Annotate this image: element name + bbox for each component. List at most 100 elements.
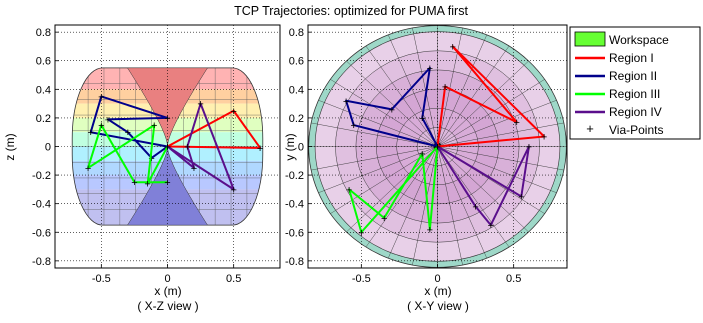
workspace-spoke <box>437 146 558 170</box>
via-point: + <box>450 41 456 53</box>
via-point: + <box>105 114 111 126</box>
workspace-spoke <box>437 146 485 253</box>
view-caption: ( X-Y view ) <box>407 299 469 313</box>
via-point: + <box>88 127 94 139</box>
legend-via-marker: + <box>586 121 594 136</box>
via-point: + <box>381 213 387 225</box>
via-point: + <box>488 220 494 232</box>
y-tick-label: 0.4 <box>36 84 51 96</box>
via-point: + <box>164 113 170 125</box>
workspace-rim <box>539 210 545 214</box>
chart-title: TCP Trajectories: optimized for PUMA fir… <box>234 4 468 18</box>
y-tick-label: 0 <box>298 142 304 154</box>
workspace-rim <box>311 168 318 171</box>
workspace-spoke <box>437 146 506 243</box>
via-point: + <box>151 120 157 132</box>
via-point: + <box>230 106 236 118</box>
via-point: + <box>125 127 131 139</box>
legend: Workspace Region I Region II Region III … <box>569 26 701 140</box>
y-tick-label: -0.8 <box>32 256 51 268</box>
via-point: + <box>541 131 547 143</box>
workspace-spoke <box>437 146 551 191</box>
via-point: + <box>144 179 150 191</box>
x-tick-label: -0.5 <box>92 273 111 285</box>
via-point: + <box>472 202 478 214</box>
workspace-spoke <box>437 146 462 260</box>
via-point: + <box>442 81 448 93</box>
workspace-rim <box>388 252 391 259</box>
via-point: + <box>427 63 433 75</box>
xy-plot: -0.5 0 0.5-0.8-0.6-0.4-0.200.20.40.60.8 ++… <box>283 24 568 313</box>
via-point: + <box>164 142 170 154</box>
via-point: + <box>518 192 524 204</box>
workspace-rim <box>311 122 318 125</box>
via-point: + <box>131 177 137 189</box>
x-tick-label: 0.5 <box>506 273 521 285</box>
trajectories: ++++++++++++++++++++++++++ <box>343 41 547 239</box>
via-point: + <box>184 142 190 154</box>
workspace-rim <box>412 27 414 34</box>
via-point: + <box>350 120 356 132</box>
workspace-rim <box>346 227 352 233</box>
series-line-region-3 <box>348 145 439 234</box>
workspace-rim <box>484 34 487 41</box>
via-point: + <box>164 177 170 189</box>
axis-ticks: -0.5 0 0.5 -0.8 -0.6 -0.4 -0.2 0 0.2 0.4 0.6 0.8 <box>285 27 521 285</box>
via-point: + <box>358 227 364 239</box>
x-axis-label: x (m) <box>154 284 181 298</box>
workspace-spoke <box>369 146 438 243</box>
y-tick-label: -0.4 <box>285 199 304 211</box>
y-tick-label: 0.6 <box>36 56 51 68</box>
workspace-spoke <box>335 82 438 147</box>
series-line-region-4 <box>436 145 530 227</box>
via-point: + <box>197 99 203 111</box>
workspace-spoke <box>317 123 438 147</box>
y-tick-label: 0.2 <box>289 113 304 125</box>
workspace-spoke <box>324 146 438 191</box>
series-line-region-2 <box>89 95 169 159</box>
trajectories: + +++++++++++++++++ +++++++ <box>85 91 263 196</box>
xz-plot: -0.5 0 0.5-0.8-0.6-0.4-0.200.20.40.60.8 + +… <box>3 24 281 313</box>
workspace-rim <box>523 227 529 233</box>
y-tick-label: 0.4 <box>289 84 304 96</box>
y-tick-label: 0.2 <box>36 113 51 125</box>
via-point: + <box>419 149 425 161</box>
workspace-spoke <box>437 82 540 147</box>
workspace-spoke <box>317 146 438 170</box>
workspace-spoke <box>437 65 525 147</box>
y-tick-label: -0.6 <box>32 227 51 239</box>
y-tick-label: 0.8 <box>36 27 51 39</box>
workspace-spoke <box>369 50 438 147</box>
workspace-spoke <box>390 40 438 147</box>
workspace-rim <box>550 190 557 193</box>
via-point: + <box>427 224 433 236</box>
via-point: + <box>419 113 425 125</box>
legend-region-3-label: Region III <box>609 87 660 101</box>
legend-region-1-label: Region I <box>609 51 654 65</box>
legend-via-label: Via-Points <box>609 123 663 137</box>
x-tick-label: 0 <box>164 273 170 285</box>
via-point: + <box>346 184 352 196</box>
y-tick-label: -0.4 <box>32 199 51 211</box>
workspace-rim <box>365 241 370 248</box>
series-line-region-1 <box>167 109 262 149</box>
y-tick-label: 0.6 <box>289 56 304 68</box>
via-point: + <box>230 184 236 196</box>
workspace-spoke <box>413 146 438 260</box>
workspace-rim <box>539 79 545 83</box>
via-point: + <box>434 142 440 154</box>
x-tick-label: 0.5 <box>226 273 241 285</box>
y-tick-label: 0 <box>45 142 51 154</box>
workspace-spoke <box>437 146 525 228</box>
via-point: + <box>148 153 154 165</box>
legend-region-2-label: Region II <box>609 69 657 83</box>
legend-region-4-label: Region IV <box>609 105 662 119</box>
workspace-rim <box>318 100 325 103</box>
via-point: + <box>434 142 440 154</box>
via-point: + <box>257 143 263 155</box>
via-point: + <box>98 120 104 132</box>
workspace-rim <box>388 34 391 41</box>
x-axis-label: x (m) <box>424 284 451 298</box>
y-tick-label: -0.8 <box>285 256 304 268</box>
workspace-rim <box>557 168 564 171</box>
